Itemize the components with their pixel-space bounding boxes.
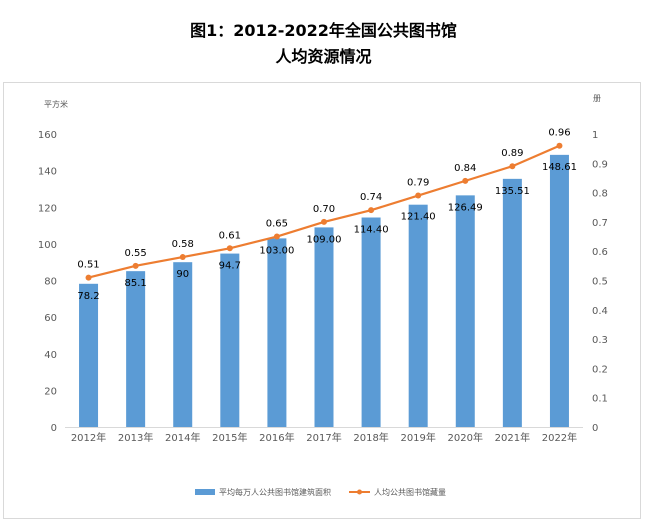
y-left-tick-label: 20 <box>44 386 57 397</box>
bar <box>173 262 193 427</box>
chart-title-line2: 人均资源情况 <box>275 47 372 66</box>
line-point <box>132 262 139 269</box>
bar-value-label: 78.2 <box>77 291 99 302</box>
bar-value-label: 114.40 <box>354 225 389 236</box>
x-tick-label: 2020年 <box>448 431 483 444</box>
line-value-label: 0.51 <box>77 260 99 271</box>
y-right-tick-label: 0.8 <box>592 189 608 200</box>
legend-bar-swatch <box>195 489 215 495</box>
line-value-label: 0.61 <box>219 230 241 241</box>
x-tick-label: 2016年 <box>259 431 294 444</box>
x-tick-label: 2015年 <box>212 431 247 444</box>
line-point <box>368 207 375 214</box>
x-tick-label: 2012年 <box>71 431 106 444</box>
y-left-tick-label: 40 <box>44 350 57 361</box>
line-point <box>509 163 516 170</box>
chart-title-line1: 图1：2012-2022年全国公共图书馆 <box>190 21 457 40</box>
bar-value-label: 90 <box>176 269 189 280</box>
bar-value-label: 126.49 <box>448 202 483 213</box>
chart-title: 图1：2012-2022年全国公共图书馆 人均资源情况 <box>0 18 647 70</box>
bar-value-label: 109.00 <box>307 234 342 245</box>
line-point <box>462 177 469 184</box>
chart-frame: 平方米 册 0 20 40 60 80 100 120 140 160 0 0.1 0.2 0.3 0.4 0.… <box>3 82 641 519</box>
bar <box>314 227 334 427</box>
line-point <box>415 192 422 199</box>
y-left-tick-label: 60 <box>44 313 57 324</box>
y-left-unit: 平方米 <box>44 99 68 109</box>
bar-value-label: 135.51 <box>495 186 530 197</box>
x-tick-label: 2013年 <box>118 431 153 444</box>
y-left-tick-label: 80 <box>44 277 57 288</box>
bar-value-label: 85.1 <box>125 278 147 289</box>
y-right-tick-label: 1 <box>592 130 598 141</box>
x-tick-label: 2014年 <box>165 431 200 444</box>
bar-value-label: 94.7 <box>219 261 241 272</box>
y-left-tick-label: 120 <box>38 203 57 214</box>
y-left-tick-label: 160 <box>38 130 57 141</box>
y-right-unit: 册 <box>593 94 601 103</box>
chart-canvas: 平方米 册 0 20 40 60 80 100 120 140 160 0 0.1 0.2 0.3 0.4 0.… <box>38 94 608 497</box>
y-right-tick-label: 0.7 <box>592 218 608 229</box>
bar-value-label: 103.00 <box>259 245 294 256</box>
bar-value-label: 121.40 <box>401 212 436 223</box>
line-value-label: 0.55 <box>125 248 147 259</box>
legend-line-label: 人均公共图书馆藏量 <box>374 487 446 497</box>
line-point <box>179 254 186 261</box>
x-tick-label: 2017年 <box>306 431 341 444</box>
y-left-tick-label: 100 <box>38 240 57 251</box>
bar <box>502 178 522 427</box>
y-right-tick-label: 0.5 <box>592 277 608 288</box>
line-point <box>85 274 92 281</box>
y-right-tick-label: 0.3 <box>592 335 608 346</box>
bar <box>361 217 381 427</box>
line-point <box>556 142 563 149</box>
bar <box>267 238 287 427</box>
x-tick-label: 2022年 <box>542 431 577 444</box>
bar <box>408 204 428 427</box>
y-right-tick-label: 0.4 <box>592 306 608 317</box>
bar <box>79 283 99 427</box>
line-point <box>321 218 327 225</box>
line-value-label: 0.70 <box>313 204 335 215</box>
y-left-tick-label: 140 <box>38 167 57 178</box>
y-left-tick-label: 0 <box>51 423 57 434</box>
line-value-label: 0.58 <box>172 239 194 250</box>
line-value-label: 0.89 <box>501 148 523 159</box>
line-value-label: 0.74 <box>360 192 382 203</box>
bar <box>455 195 475 427</box>
x-tick-label: 2021年 <box>495 431 530 444</box>
y-right-tick-label: 0 <box>592 423 598 434</box>
bar <box>126 271 146 427</box>
y-right-tick-label: 0.6 <box>592 247 608 258</box>
y-right-tick-label: 0.2 <box>592 364 608 375</box>
y-right-tick-label: 0.1 <box>592 394 608 405</box>
legend-line-marker <box>357 489 362 495</box>
line-value-label: 0.79 <box>407 178 429 189</box>
y-right-tick-label: 0.9 <box>592 159 608 170</box>
bar <box>549 154 569 427</box>
line-value-label: 0.84 <box>454 163 476 174</box>
x-tick-label: 2019年 <box>400 431 435 444</box>
bar <box>220 253 240 427</box>
bar-value-label: 148.61 <box>542 162 577 173</box>
x-tick-label: 2018年 <box>353 431 388 444</box>
line-value-label: 0.65 <box>266 219 288 230</box>
line-value-label: 0.96 <box>548 128 570 139</box>
line-point <box>226 245 233 252</box>
line-point <box>273 233 280 240</box>
legend-bar-label: 平均每万人公共图书馆建筑面积 <box>219 487 331 497</box>
